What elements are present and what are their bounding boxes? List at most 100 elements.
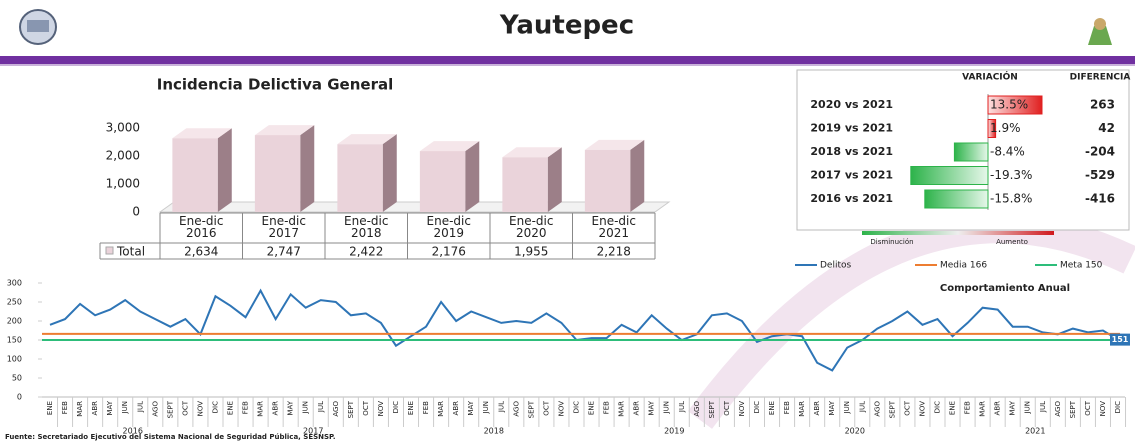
x-tick-label: JUL xyxy=(1039,401,1047,413)
x-tick-label: OCT xyxy=(181,400,189,415)
header-band-light xyxy=(0,64,1135,66)
y-tick-label: 50 xyxy=(12,374,22,383)
x-tick-label: MAR xyxy=(798,401,806,417)
x-tick-label: FEB xyxy=(603,401,611,414)
x-tick-label: MAR xyxy=(437,401,445,417)
x-tick-label: OCT xyxy=(542,400,550,415)
x-tick-label: NOV xyxy=(738,401,746,417)
x-tick-label: SEPT xyxy=(1069,400,1077,418)
difference-value: -416 xyxy=(1085,192,1115,206)
x-tick-label: SEPT xyxy=(888,400,896,418)
x-tick-label: JUL xyxy=(678,401,686,413)
x-tick-label: ABR xyxy=(91,401,99,416)
x-tick-label: SEPT xyxy=(708,400,716,418)
x-tick-label: DIC xyxy=(211,401,219,413)
bar-top xyxy=(172,128,232,139)
x-tick-label: MAR xyxy=(76,401,84,417)
x-tick-label: JUL xyxy=(858,401,866,413)
year-label: 2021 xyxy=(1025,427,1045,436)
column-header: DIFERENCIA xyxy=(1070,73,1131,83)
logo-left xyxy=(19,9,57,45)
variation-label: -8.4% xyxy=(990,145,1025,159)
variation-bar xyxy=(910,166,989,185)
bar-top xyxy=(337,134,397,145)
x-tick-label: OCT xyxy=(1084,400,1092,415)
x-tick-label: OCT xyxy=(723,400,731,415)
difference-value: 42 xyxy=(1098,121,1115,135)
bar-top xyxy=(502,147,562,158)
x-tick-label: NOV xyxy=(918,401,926,417)
variation-label: 13.5% xyxy=(990,98,1028,112)
legend-swatch xyxy=(105,246,114,255)
x-tick-label: ABR xyxy=(272,401,280,416)
variation-label: -19.3% xyxy=(990,168,1032,182)
source: Fuente: Secretariado Ejecutivo del Siste… xyxy=(5,433,336,441)
x-tick-label: ABR xyxy=(813,401,821,416)
year-label: 2017 xyxy=(303,427,323,436)
bar xyxy=(172,138,218,212)
data-label: 2,218 xyxy=(597,245,631,259)
year-label: 2018 xyxy=(484,427,504,436)
line xyxy=(49,288,1119,372)
bar xyxy=(254,135,301,212)
bar xyxy=(419,151,466,212)
x-tick-label: AGO xyxy=(873,401,881,417)
x-tick-label: MAR xyxy=(979,401,987,417)
x-tick-label: DIC xyxy=(933,401,941,413)
legend-label: Meta 150 xyxy=(1060,261,1103,271)
x-tick-label: NOV xyxy=(377,401,385,417)
variation-bar xyxy=(987,95,1043,115)
x-tick-label: NOV xyxy=(1099,401,1107,417)
x-tick-label: FEB xyxy=(783,401,791,414)
difference-value: -529 xyxy=(1085,168,1115,182)
x-tick-label: DIC xyxy=(392,401,400,413)
x-tick-label: OCT xyxy=(903,400,911,415)
y-tick-label: 3,000 xyxy=(106,121,140,135)
row-label: 2019 vs 2021 xyxy=(810,122,893,135)
color-scale xyxy=(862,231,1054,235)
x-category-label: Ene-dic 2020 xyxy=(509,214,553,240)
difference-value: 263 xyxy=(1090,98,1115,112)
bar-side xyxy=(300,125,315,212)
variation-bar xyxy=(924,189,989,209)
x-tick-label: MAR xyxy=(618,401,626,417)
x-tick-label: FEB xyxy=(61,401,69,414)
difference-value: -204 xyxy=(1085,145,1115,159)
x-tick-label: JUL xyxy=(497,401,505,413)
row-label: 2017 vs 2021 xyxy=(810,169,893,182)
x-tick-label: DIC xyxy=(753,401,761,413)
row-label: 2018 vs 2021 xyxy=(810,145,893,158)
x-tick-label: AGO xyxy=(1054,401,1062,417)
x-tick-label: MAY xyxy=(828,400,836,415)
x-tick-label: SEPT xyxy=(166,400,174,418)
year-label: 2020 xyxy=(845,427,865,436)
x-category-label: Ene-dic 2019 xyxy=(427,214,471,240)
y-tick-label: 2,000 xyxy=(106,149,140,163)
x-tick-label: JUN xyxy=(121,401,129,414)
y-tick-label: 150 xyxy=(7,336,22,345)
year-label: 2016 xyxy=(123,427,143,436)
x-tick-label: ENE xyxy=(46,401,54,415)
column-header: VARIACIÓN xyxy=(962,71,1018,83)
x-category-label: Ene-dic 2016 xyxy=(179,214,223,240)
x-tick-label: ABR xyxy=(994,401,1002,416)
x-category-label: Ene-dic 2018 xyxy=(344,214,388,240)
annotation: Comportamiento Anual xyxy=(940,283,1070,294)
x-tick-label: JUN xyxy=(302,401,310,414)
x-tick-label: MAY xyxy=(648,400,656,415)
legend-label: Total xyxy=(116,245,145,259)
x-tick-label: JUN xyxy=(843,401,851,414)
row-label: 2020 vs 2021 xyxy=(810,98,893,111)
header-band xyxy=(0,56,1135,64)
x-tick-label: JUL xyxy=(136,401,144,413)
x-category-label: Ene-dic 2021 xyxy=(592,214,636,240)
bar xyxy=(502,157,548,212)
x-tick-label: FEB xyxy=(964,401,972,414)
bar-top xyxy=(584,139,645,150)
logo-right xyxy=(1088,18,1112,45)
x-tick-label: OCT xyxy=(362,400,370,415)
bar-side xyxy=(547,147,562,212)
last-value-label: 151 xyxy=(1112,335,1129,344)
scale-label: Aumento xyxy=(996,238,1028,246)
scale-label: Disminución xyxy=(870,238,913,246)
